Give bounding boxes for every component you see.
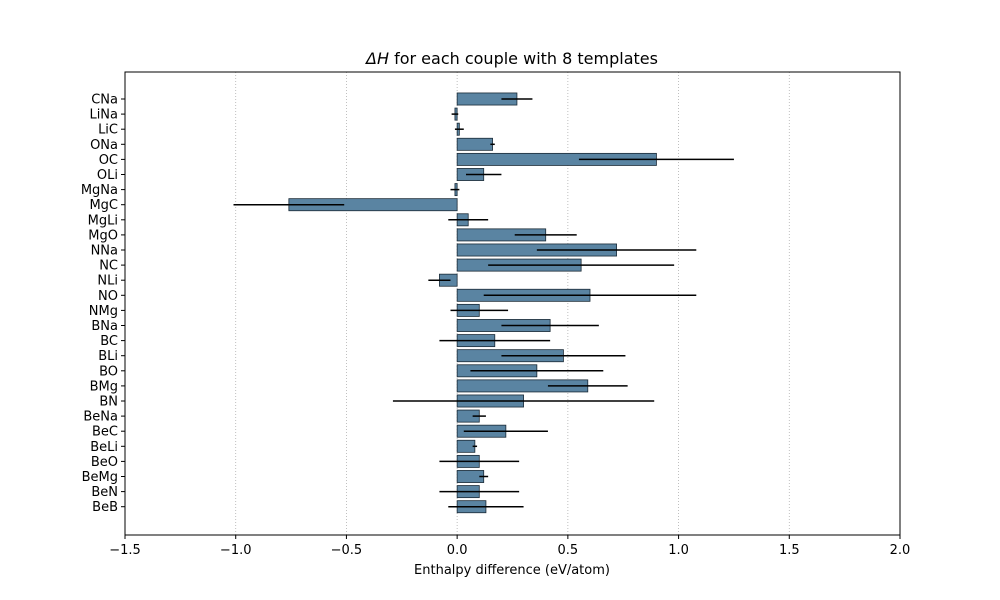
- y-tick-label: BLi: [98, 349, 118, 364]
- bar-ONa: [456, 137, 493, 151]
- grid-layer: [124, 72, 901, 535]
- x-tick-label: 0.5: [558, 543, 579, 558]
- y-tick-label: BN: [99, 395, 118, 410]
- errorbars-layer: [233, 98, 734, 508]
- y-axis: CNaLiNaLiCONaOCOLiMgNaMgCMgLiMgONNaNCNLi…: [81, 93, 125, 515]
- y-tick-label: MgO: [88, 228, 118, 243]
- chart-title-text: for each couple with 8 templates: [389, 49, 658, 68]
- y-tick-label: NLi: [97, 274, 118, 289]
- y-tick-label: BeLi: [90, 440, 118, 455]
- y-tick-label: BO: [99, 364, 118, 379]
- y-tick-label: MgC: [89, 198, 118, 213]
- bars-layer: [288, 92, 657, 514]
- y-tick-label: BeB: [92, 500, 118, 515]
- y-tick-label: MgLi: [88, 213, 118, 228]
- chart-title: ΔH for each couple with 8 templates: [364, 49, 658, 68]
- y-tick-label: BeC: [92, 425, 118, 440]
- x-tick-label: −1.0: [220, 543, 252, 558]
- y-tick-label: BC: [100, 334, 118, 349]
- y-tick-label: NC: [99, 259, 118, 274]
- x-tick-label: −1.5: [109, 543, 141, 558]
- y-tick-label: NMg: [89, 304, 118, 319]
- y-tick-label: BeMg: [82, 470, 118, 485]
- x-axis-label: Enthalpy difference (eV/atom): [414, 563, 610, 578]
- x-tick-label: 2.0: [890, 543, 911, 558]
- x-tick-label: 0.0: [447, 543, 468, 558]
- x-tick-label: 1.5: [779, 543, 800, 558]
- y-tick-label: MgNa: [81, 183, 118, 198]
- y-tick-label: BeO: [91, 455, 118, 470]
- x-tick-label: 1.0: [668, 543, 689, 558]
- y-tick-label: OLi: [97, 168, 118, 183]
- plot-frame: [124, 71, 901, 536]
- y-tick-label: LiNa: [89, 108, 118, 123]
- y-tick-label: CNa: [91, 93, 118, 108]
- chart-title-symbol: ΔH: [364, 49, 389, 68]
- y-tick-label: BMg: [90, 379, 118, 394]
- y-tick-label: BeN: [91, 485, 118, 500]
- y-tick-label: BeNa: [83, 410, 118, 425]
- bar-BeLi: [456, 439, 476, 453]
- y-tick-label: NO: [98, 289, 118, 304]
- y-tick-label: OC: [99, 153, 118, 168]
- y-tick-label: BNa: [91, 319, 118, 334]
- y-tick-label: NNa: [91, 244, 118, 259]
- y-tick-label: ONa: [90, 138, 118, 153]
- y-tick-label: LiC: [98, 123, 118, 138]
- x-axis: −1.5 −1.0 −0.5 0.0 0.5 1.0 1.5 2.0: [109, 535, 910, 558]
- x-tick-label: −0.5: [331, 543, 363, 558]
